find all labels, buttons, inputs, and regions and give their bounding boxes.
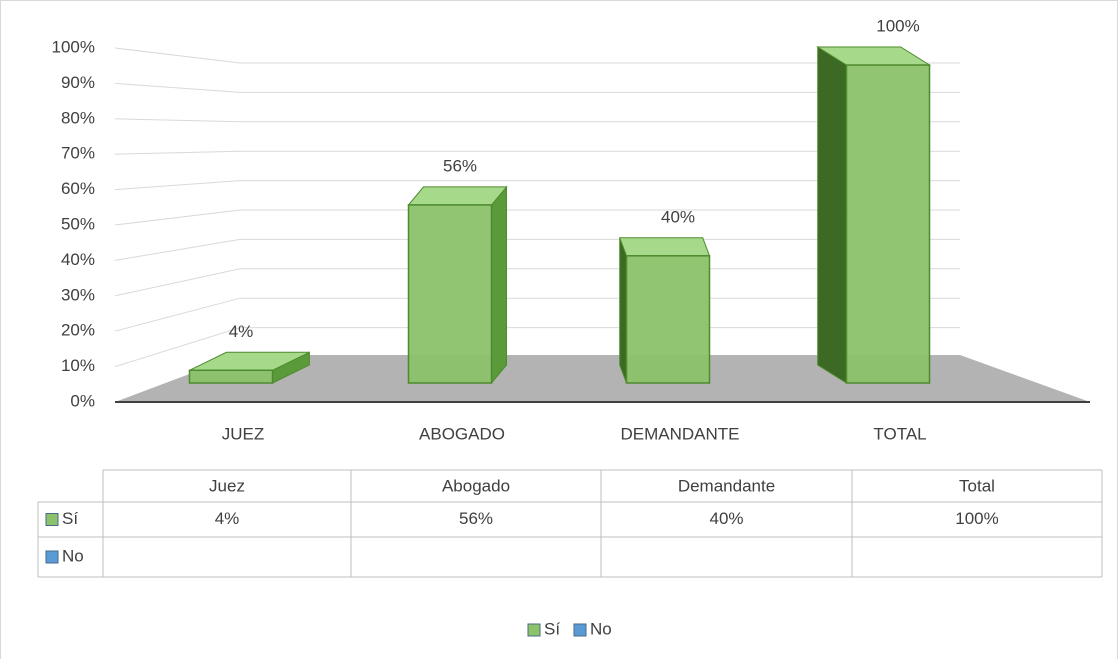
y-tick-label: 40% bbox=[61, 250, 95, 269]
y-tick-label: 20% bbox=[61, 321, 95, 340]
grid-line bbox=[114, 238, 960, 261]
grid-line bbox=[114, 268, 960, 297]
bar bbox=[188, 369, 274, 384]
grid-line bbox=[114, 209, 960, 226]
y-tick-label: 70% bbox=[61, 144, 95, 163]
table-row-label: Sí bbox=[62, 509, 78, 528]
legend-key bbox=[573, 623, 587, 637]
y-tick-label: 90% bbox=[61, 73, 95, 92]
table-cell: 4% bbox=[215, 509, 240, 528]
table-cell: 100% bbox=[955, 509, 998, 528]
y-tick-label: 0% bbox=[70, 391, 95, 410]
grid-line bbox=[114, 150, 960, 155]
bar-top bbox=[407, 186, 508, 206]
bar-top bbox=[618, 237, 711, 257]
grid-line bbox=[114, 82, 960, 93]
grid-line bbox=[114, 297, 960, 332]
y-tick-label: 50% bbox=[61, 214, 95, 233]
y-tick-label: 10% bbox=[61, 356, 95, 375]
table-cell: 56% bbox=[459, 509, 493, 528]
x-tick-label: JUEZ bbox=[222, 424, 265, 443]
legend-key bbox=[45, 513, 59, 526]
bar bbox=[845, 64, 931, 384]
grid-line bbox=[114, 118, 960, 123]
legend-label: Sí bbox=[544, 619, 560, 638]
grid-line bbox=[114, 47, 960, 64]
table-header: Juez bbox=[209, 476, 245, 495]
table-row-label: No bbox=[62, 546, 84, 565]
bar-side bbox=[491, 185, 507, 385]
legend-key bbox=[45, 550, 59, 564]
data-label: 100% bbox=[876, 16, 919, 35]
x-tick-label: ABOGADO bbox=[419, 424, 505, 443]
grid-line bbox=[114, 327, 960, 368]
data-label: 4% bbox=[229, 322, 254, 341]
bar bbox=[407, 204, 493, 384]
y-tick-label: 100% bbox=[52, 37, 95, 56]
legend-key bbox=[527, 623, 541, 637]
data-label: 56% bbox=[443, 156, 477, 175]
y-tick-label: 30% bbox=[61, 285, 95, 304]
x-tick-label: DEMANDANTE bbox=[620, 424, 739, 443]
y-tick-label: 80% bbox=[61, 108, 95, 127]
bar-side bbox=[817, 46, 847, 384]
table-header: Demandante bbox=[678, 476, 775, 495]
data-label: 40% bbox=[661, 207, 695, 226]
grid-line bbox=[114, 180, 960, 191]
table-header: Total bbox=[959, 476, 995, 495]
table-cell: 40% bbox=[709, 509, 743, 528]
x-tick-label: TOTAL bbox=[873, 424, 926, 443]
table-header: Abogado bbox=[442, 476, 510, 495]
bar-side bbox=[619, 237, 627, 384]
bar bbox=[625, 255, 711, 384]
legend-label: No bbox=[590, 619, 612, 638]
y-tick-label: 60% bbox=[61, 179, 95, 198]
